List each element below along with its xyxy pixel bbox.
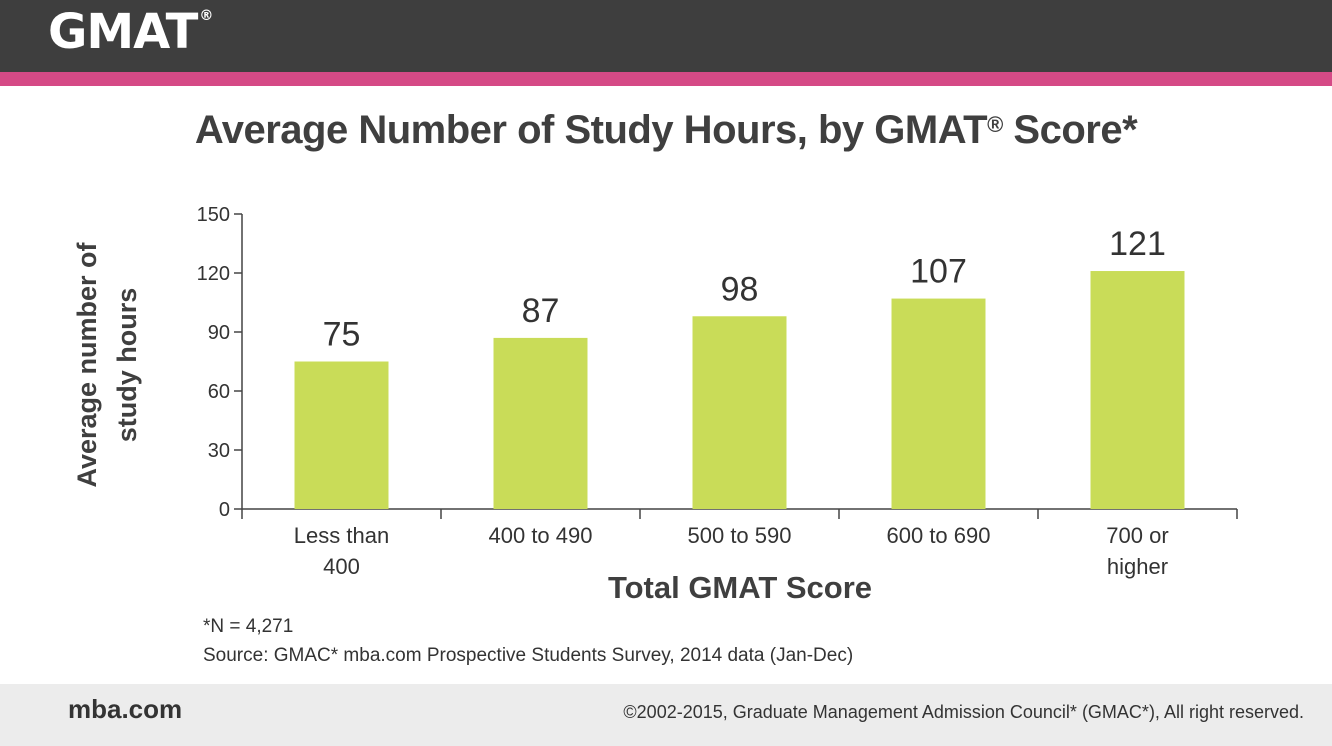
chart-title: Average Number of Study Hours, by GMAT® … — [0, 108, 1332, 153]
logo-text: GMAT — [48, 4, 198, 60]
x-axis-title: Total GMAT Score — [608, 570, 872, 605]
bar — [294, 361, 389, 509]
y-axis-title: Average number of — [72, 241, 102, 487]
y-tick-label: 120 — [197, 263, 230, 285]
gmat-logo: GMAT ® — [48, 4, 213, 60]
bar-value-label: 87 — [522, 292, 560, 330]
y-tick-label: 0 — [219, 499, 230, 521]
bar-chart: 0 30 60 90 120 150 75 Less than 400 87 400 to 490 9… — [72, 204, 1238, 605]
bar — [1090, 271, 1185, 509]
header-bar — [0, 0, 1332, 72]
y-axis-title: study hours — [112, 288, 142, 443]
y-tick-label: 60 — [208, 381, 230, 403]
bar — [692, 316, 787, 509]
bar — [891, 298, 986, 509]
chart-title-text: Average Number of Study Hours, by GMAT — [194, 108, 988, 152]
chart-title-suffix: Score* — [1002, 108, 1138, 152]
y-tick-label: 30 — [208, 440, 230, 462]
footer-copyright: ©2002-2015, Graduate Management Admissio… — [623, 702, 1304, 722]
footer-bar — [0, 684, 1332, 746]
y-tick-label: 90 — [208, 322, 230, 344]
sample-size-note: *N = 4,271 — [203, 616, 294, 637]
bar — [493, 337, 588, 509]
y-tick-label: 150 — [197, 204, 230, 226]
bar-value-label: 121 — [1109, 225, 1166, 263]
chart-title-registered-mark: ® — [987, 112, 1003, 137]
logo-registered-mark: ® — [199, 8, 213, 24]
x-category-label: Less than — [294, 523, 389, 548]
source-note: Source: GMAC* mba.com Prospective Studen… — [203, 645, 854, 666]
footer-site-link[interactable]: mba.com — [68, 694, 183, 724]
header-accent-stripe — [0, 72, 1332, 86]
bar-value-label: 98 — [721, 270, 759, 308]
x-category-label: 700 or — [1106, 523, 1168, 548]
x-category-label: 400 to 490 — [489, 523, 593, 548]
x-category-label: 500 to 590 — [688, 523, 792, 548]
bar-value-label: 107 — [910, 253, 967, 291]
x-category-label: higher — [1107, 554, 1168, 579]
bar-value-label: 75 — [323, 316, 361, 354]
x-category-label: 400 — [323, 554, 360, 579]
x-category-label: 600 to 690 — [887, 523, 991, 548]
